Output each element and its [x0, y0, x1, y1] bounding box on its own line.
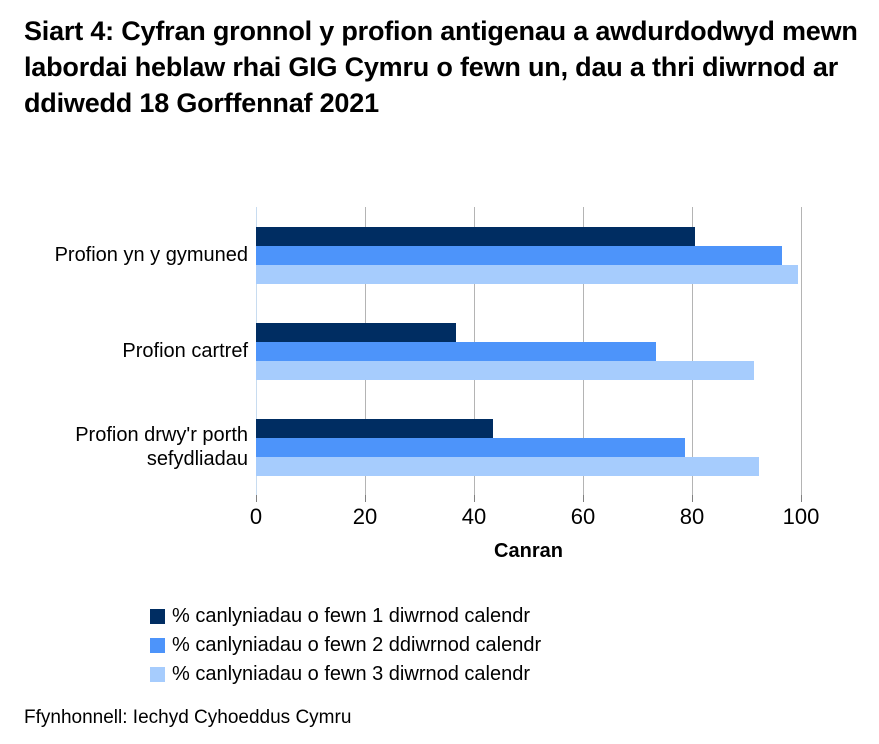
legend-item[interactable]: % canlyniadau o fewn 3 diwrnod calendr	[150, 660, 670, 689]
x-tick-mark	[365, 495, 366, 502]
bar	[256, 226, 695, 246]
x-tick-label: 100	[782, 504, 820, 529]
legend-item[interactable]: % canlyniadau o fewn 1 diwrnod calendr	[150, 602, 670, 631]
legend-swatch-icon	[150, 667, 165, 682]
x-tick-label: 0	[249, 504, 263, 529]
bar	[256, 456, 760, 476]
category-label: Profion drwy'r porth sefydliadau	[75, 424, 248, 471]
chart-legend: % canlyniadau o fewn 1 diwrnod calendr % …	[150, 602, 670, 689]
x-tick-mark	[692, 495, 693, 502]
x-tick-mark	[474, 495, 475, 502]
bar	[256, 418, 494, 438]
gridline-80	[692, 207, 693, 495]
bar-group	[256, 418, 801, 476]
source-note: Ffynhonnell: Iechyd Cyhoeddus Cymru	[24, 707, 352, 728]
legend-swatch-icon	[150, 638, 165, 653]
x-tick-mark	[583, 495, 584, 502]
bar	[256, 322, 456, 342]
plot-area	[256, 207, 802, 495]
x-tick-label: 20	[352, 504, 378, 529]
bar	[256, 360, 755, 380]
bar	[256, 245, 782, 265]
x-tick-label: 60	[570, 504, 596, 529]
category-label: Profion cartref	[122, 340, 248, 362]
bars-layer	[256, 207, 801, 495]
legend-label: % canlyniadau o fewn 3 diwrnod calendr	[172, 663, 530, 685]
bar	[256, 341, 657, 361]
bar-group	[256, 322, 801, 380]
legend-item[interactable]: % canlyniadau o fewn 2 ddiwrnod calendr	[150, 631, 670, 660]
bar	[256, 264, 798, 284]
legend-label: % canlyniadau o fewn 2 ddiwrnod calendr	[172, 634, 542, 656]
legend-label: % canlyniadau o fewn 1 diwrnod calendr	[172, 605, 530, 627]
bar-group	[256, 226, 801, 284]
x-axis-title: Canran	[494, 540, 563, 562]
x-tick-mark	[801, 495, 802, 502]
bar	[256, 437, 685, 457]
legend-swatch-icon	[150, 609, 165, 624]
gridline-100	[801, 207, 802, 495]
x-tick-label: 40	[461, 504, 487, 529]
category-label: Profion yn y gymuned	[54, 244, 248, 266]
page-title: Siart 4: Cyfran gronnol y profion antige…	[24, 16, 858, 118]
x-tick-label: 80	[679, 504, 705, 529]
x-tick-mark	[256, 495, 257, 502]
